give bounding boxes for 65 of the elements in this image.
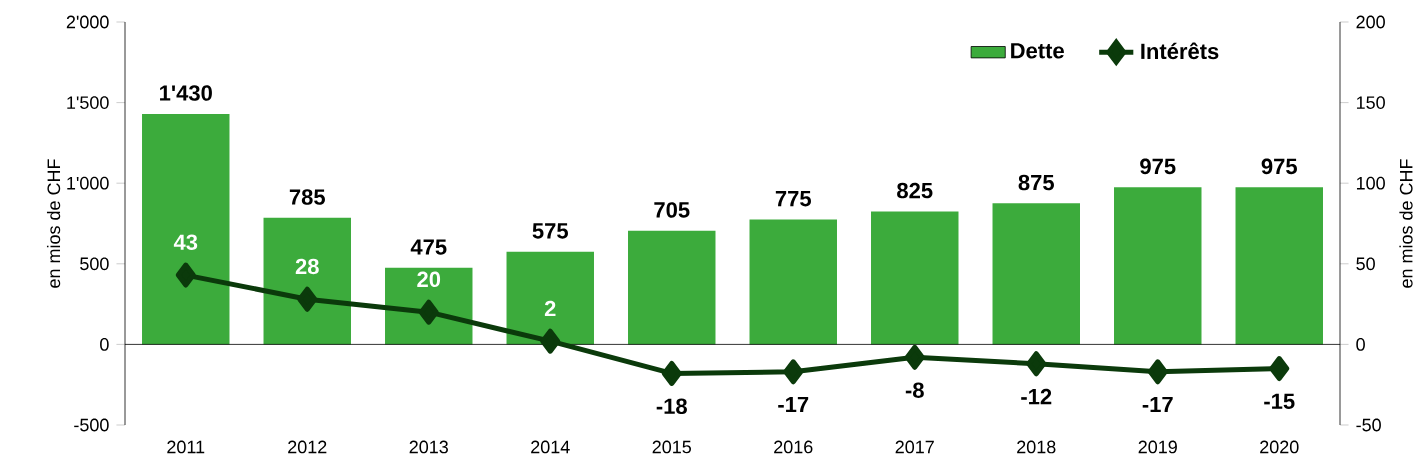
data-label: 575 xyxy=(532,223,568,239)
data-label: 475 xyxy=(410,239,447,255)
y2-tick-label: 150 xyxy=(1356,96,1385,109)
x-tick-label: 2012 xyxy=(288,440,327,454)
x-tick-label: 2013 xyxy=(409,440,448,454)
y-tick-label: -500 xyxy=(74,418,109,432)
data-label: 20 xyxy=(417,271,441,288)
y2-tick-label: 0 xyxy=(1356,338,1365,351)
point xyxy=(904,344,925,370)
data-label: -12 xyxy=(1021,388,1052,405)
legend-label: Intérêts xyxy=(1141,42,1219,60)
bar xyxy=(1114,187,1202,345)
bar xyxy=(628,230,716,345)
point xyxy=(540,328,561,354)
bar xyxy=(263,217,351,345)
point xyxy=(661,360,682,386)
bar xyxy=(506,251,594,345)
point xyxy=(297,286,318,312)
bar xyxy=(142,113,230,345)
data-label: 975 xyxy=(1261,158,1297,175)
y-axis-title: en mios de CHF xyxy=(46,159,61,288)
legend-label: Dette xyxy=(1011,43,1064,59)
bar xyxy=(1235,187,1323,345)
data-label: 875 xyxy=(1018,174,1054,191)
y2-tick-label: 50 xyxy=(1356,257,1375,271)
y2-tick-label: -50 xyxy=(1356,418,1381,432)
data-label: -8 xyxy=(905,382,924,398)
x-tick-label: 2011 xyxy=(167,440,205,454)
point xyxy=(175,262,196,288)
data-label: -18 xyxy=(656,398,687,415)
x-tick-label: 2014 xyxy=(531,440,570,454)
point xyxy=(1147,359,1168,385)
bar xyxy=(749,219,837,345)
data-label: 775 xyxy=(775,191,811,207)
bar xyxy=(992,203,1080,345)
data-label: 785 xyxy=(289,189,325,205)
point xyxy=(1269,356,1290,382)
data-label: 825 xyxy=(897,182,933,199)
y2-tick-label: 100 xyxy=(1356,176,1385,190)
x-tick-label: 2020 xyxy=(1260,440,1299,454)
y2-axis-title: en mios de CHF xyxy=(1399,159,1413,288)
x-tick-label: 2019 xyxy=(1138,440,1177,454)
y2-tick-label: 200 xyxy=(1356,15,1385,29)
y-tick-label: 0 xyxy=(100,338,109,351)
data-label: -17 xyxy=(1142,396,1173,413)
data-label: 2 xyxy=(544,300,556,317)
x-tick-label: 2017 xyxy=(895,440,934,454)
data-label: 28 xyxy=(295,258,319,275)
y-tick-label: 2'000 xyxy=(66,15,109,29)
y-tick-label: 500 xyxy=(80,257,109,271)
x-tick-label: 2016 xyxy=(774,440,813,454)
bar xyxy=(871,211,959,345)
data-label: -15 xyxy=(1264,393,1295,409)
data-label: 1'430 xyxy=(160,85,212,101)
data-label: 705 xyxy=(654,202,690,218)
x-tick-label: 2018 xyxy=(1017,440,1056,454)
y-tick-label: 1'500 xyxy=(67,96,109,109)
data-label: -17 xyxy=(778,396,809,413)
bar xyxy=(385,267,473,345)
point xyxy=(783,359,804,385)
x-tick-label: 2015 xyxy=(652,440,692,454)
point xyxy=(1026,351,1047,377)
data-label: 975 xyxy=(1140,158,1176,175)
y-tick-label: 1'000 xyxy=(67,176,109,190)
data-label: 43 xyxy=(173,234,198,251)
